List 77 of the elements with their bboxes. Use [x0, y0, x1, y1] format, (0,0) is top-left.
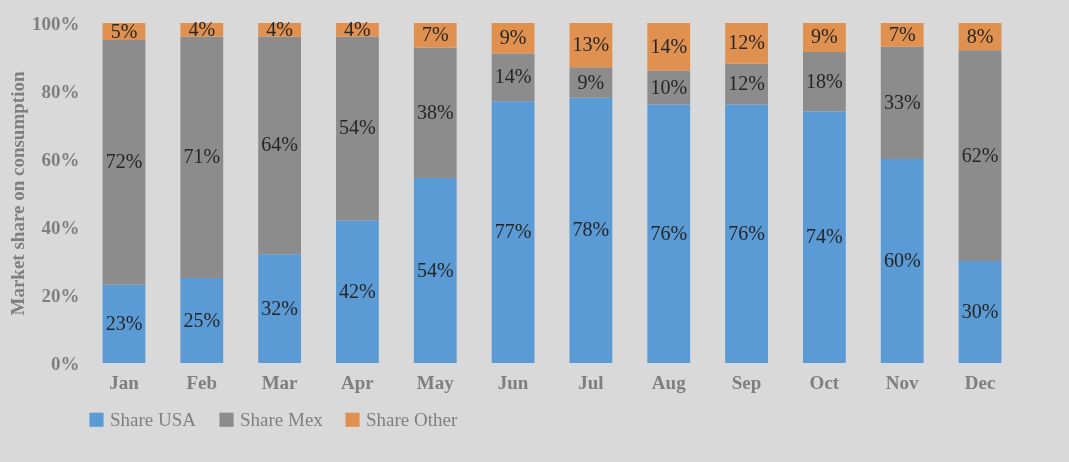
x-tick-label: Jun — [497, 371, 529, 393]
data-label: 14% — [494, 65, 532, 88]
x-tick-label: Mar — [261, 371, 299, 393]
x-tick-label: May — [416, 371, 455, 393]
bar — [413, 178, 457, 363]
y-axis-title: Market share on consumption — [7, 71, 28, 316]
x-tick-label: Sep — [731, 371, 762, 393]
bar — [336, 220, 379, 363]
bar — [102, 284, 146, 363]
data-label: 71% — [183, 145, 221, 168]
data-label: 33% — [883, 90, 921, 113]
bar — [413, 47, 457, 179]
data-label: 38% — [416, 100, 454, 123]
data-label: 9% — [811, 25, 838, 48]
legend-label: Share Other — [366, 408, 458, 430]
data-label: 72% — [105, 150, 143, 173]
bar — [569, 97, 613, 363]
bar — [725, 104, 768, 363]
y-tick-label: 40% — [41, 216, 80, 238]
data-label: 54% — [339, 116, 376, 139]
x-tick-label: Oct — [809, 371, 840, 393]
data-label: 7% — [421, 23, 449, 46]
data-label: 12% — [728, 72, 765, 95]
data-label: 64% — [261, 133, 298, 156]
y-tick-label: 100% — [32, 12, 80, 34]
bar — [258, 254, 302, 363]
x-tick-label: Dec — [964, 371, 996, 393]
data-label: 10% — [650, 75, 688, 98]
data-label: 4% — [188, 17, 216, 40]
bar — [958, 50, 1002, 261]
legend-label: Share Mex — [240, 408, 324, 430]
x-tick-label: Jul — [578, 371, 604, 393]
bar — [336, 36, 379, 221]
bar — [880, 46, 924, 159]
data-label: 30% — [961, 300, 999, 322]
x-tick-label: Aug — [651, 371, 687, 393]
legend-label: Share USA — [110, 408, 197, 430]
data-label: 77% — [494, 220, 532, 243]
x-tick-label: Jan — [109, 371, 140, 393]
data-label: 9% — [577, 70, 605, 93]
data-label: 12% — [728, 31, 765, 54]
bar — [802, 111, 846, 363]
data-label: 14% — [650, 34, 688, 57]
data-label: 8% — [966, 24, 994, 47]
data-label: 25% — [183, 308, 221, 331]
x-tick-label: Nov — [885, 371, 920, 393]
data-label: 74% — [806, 225, 843, 248]
data-label: 7% — [888, 22, 916, 45]
bar — [880, 159, 924, 363]
bar — [258, 36, 302, 255]
x-tick-label: Apr — [341, 371, 375, 393]
y-tick-label: 60% — [41, 148, 80, 170]
data-label: 9% — [499, 26, 527, 49]
data-label: 78% — [572, 218, 610, 241]
data-label: 60% — [883, 249, 921, 271]
bar — [958, 261, 1002, 363]
data-label: 76% — [650, 221, 688, 244]
data-label: 54% — [416, 258, 454, 281]
x-tick-label: Feb — [186, 371, 218, 393]
data-label: 5% — [110, 19, 138, 42]
data-label: 23% — [105, 311, 143, 334]
data-label: 76% — [728, 221, 765, 244]
data-label: 18% — [806, 69, 843, 92]
y-tick-label: 80% — [41, 80, 80, 102]
data-label: 62% — [961, 143, 999, 166]
bar — [491, 101, 535, 363]
data-label: 42% — [339, 279, 376, 302]
y-tick-label: 0% — [51, 352, 80, 374]
bar — [180, 36, 224, 278]
data-label: 4% — [344, 17, 371, 40]
data-label: 4% — [266, 17, 293, 40]
data-label: 32% — [261, 296, 298, 319]
bar — [647, 104, 691, 363]
y-tick-label: 20% — [41, 284, 80, 306]
data-label: 13% — [572, 33, 610, 56]
bar — [180, 278, 224, 363]
bar — [102, 40, 146, 285]
